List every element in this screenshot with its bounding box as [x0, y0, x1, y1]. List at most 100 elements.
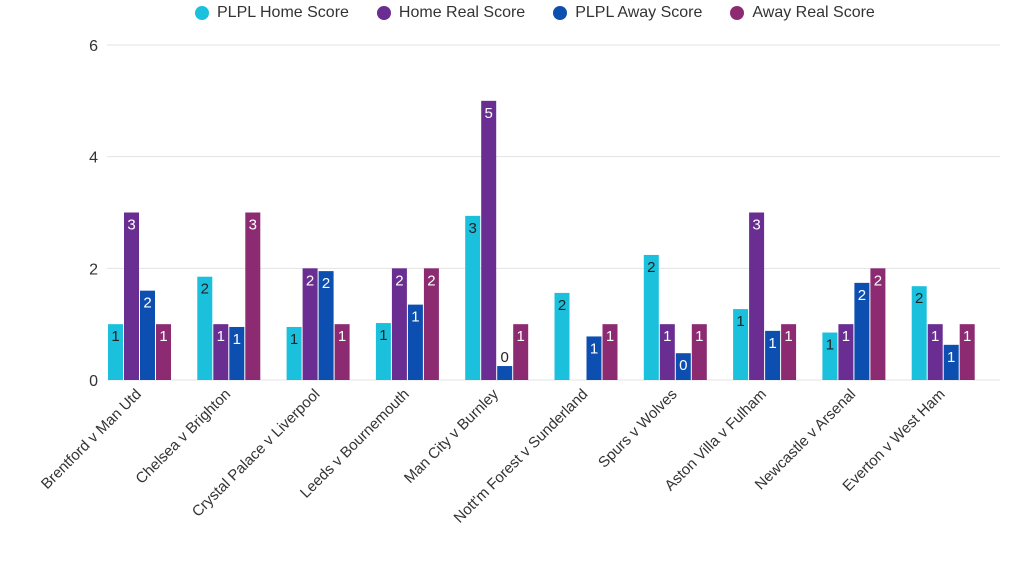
- legend-label: Home Real Score: [398, 4, 526, 21]
- bar: [602, 324, 618, 380]
- bar: [643, 254, 659, 380]
- x-tick-label: Brentford v Man Utd: [38, 386, 145, 493]
- bar: [781, 324, 797, 380]
- bar: [391, 268, 407, 380]
- data-label: 0: [679, 357, 687, 374]
- data-label: 1: [606, 328, 614, 345]
- data-label: 1: [111, 328, 119, 345]
- bar: [140, 290, 155, 380]
- bar: [870, 268, 886, 380]
- data-label: 1: [784, 328, 792, 345]
- bar: [586, 336, 602, 380]
- y-tick-label: 0: [89, 373, 98, 390]
- legend: PLPL Home Score Home Real Score PLPL Away …: [195, 4, 875, 22]
- bar: [513, 324, 529, 380]
- bar: [659, 324, 675, 380]
- data-label: 1: [233, 331, 241, 348]
- bar: [245, 212, 261, 380]
- bar: [822, 332, 838, 380]
- legend-item[interactable]: PLPL Away Score: [553, 4, 702, 22]
- data-label: 1: [411, 309, 419, 326]
- bar: [765, 330, 781, 380]
- legend-item[interactable]: Away Real Score: [730, 4, 875, 22]
- legend-item[interactable]: PLPL Home Score: [195, 4, 349, 22]
- bar: [375, 323, 391, 380]
- data-label: 1: [159, 328, 167, 345]
- data-label: 1: [379, 327, 387, 344]
- bar: [302, 268, 318, 380]
- legend-label: Away Real Score: [752, 4, 875, 21]
- data-label: 5: [485, 105, 493, 122]
- data-label: 2: [427, 272, 435, 289]
- data-label: 1: [290, 331, 298, 348]
- data-label: 1: [217, 328, 225, 345]
- bar: [481, 100, 497, 380]
- bar: [197, 276, 213, 380]
- y-tick-label: 4: [89, 150, 98, 167]
- bar: [691, 324, 707, 380]
- legend-item[interactable]: Home Real Score: [376, 4, 526, 22]
- legend-swatch: [195, 6, 209, 20]
- bar: [554, 292, 570, 380]
- legend-label: PLPL Home Score: [217, 4, 349, 21]
- data-label: 2: [874, 272, 882, 289]
- data-label: 1: [590, 340, 598, 357]
- x-tick-label: Chelsea v Brighton: [132, 386, 234, 488]
- bar: [838, 324, 854, 380]
- data-label: 1: [842, 328, 850, 345]
- bar: [156, 324, 171, 380]
- data-label: 1: [663, 328, 671, 345]
- bar: [497, 366, 513, 380]
- bar: [733, 309, 749, 380]
- legend-swatch: [730, 6, 745, 20]
- bar: [465, 215, 481, 380]
- bar: [749, 212, 765, 380]
- y-tick-label: 2: [89, 261, 98, 278]
- y-tick-label: 6: [89, 38, 98, 55]
- data-label: 1: [695, 328, 703, 345]
- data-label: 2: [647, 259, 655, 276]
- bar: [213, 324, 229, 380]
- data-label: 2: [558, 297, 566, 314]
- data-label: 0: [501, 349, 509, 366]
- x-tick-label: Spurs v Wolves: [595, 386, 681, 472]
- data-label: 3: [127, 217, 135, 234]
- bar: [943, 344, 959, 380]
- bar: [854, 282, 870, 380]
- data-label: 2: [306, 272, 314, 289]
- data-label: 1: [517, 328, 525, 345]
- data-label: 2: [322, 275, 330, 292]
- data-label: 1: [338, 328, 346, 345]
- bar: [286, 326, 302, 380]
- data-label: 1: [826, 337, 834, 354]
- x-tick-label: Everton v West Ham: [839, 386, 948, 495]
- legend-swatch: [553, 6, 568, 20]
- data-label: 3: [752, 217, 760, 234]
- data-label: 2: [143, 295, 151, 312]
- x-tick-label: Newcastle v Arsenal: [752, 386, 860, 494]
- data-label: 1: [736, 313, 744, 330]
- data-label: 3: [469, 220, 477, 237]
- bar: [927, 324, 943, 380]
- bar: [334, 324, 350, 380]
- data-label: 1: [963, 328, 971, 345]
- data-label: 2: [395, 272, 403, 289]
- data-label: 2: [201, 281, 209, 298]
- data-label: 3: [249, 217, 257, 234]
- x-tick-label: Man City v Burnley: [401, 385, 502, 486]
- data-label: 1: [768, 335, 776, 352]
- data-label: 2: [915, 290, 923, 307]
- bar: [675, 353, 691, 380]
- bar: [959, 324, 975, 380]
- bar: [229, 326, 245, 380]
- bar: [423, 268, 439, 380]
- bar: [124, 212, 139, 380]
- data-label: 1: [947, 349, 955, 366]
- legend-label: PLPL Away Score: [575, 4, 703, 21]
- data-label: 1: [931, 328, 939, 345]
- bar: [108, 324, 123, 380]
- data-label: 2: [858, 287, 866, 304]
- bar: [407, 304, 423, 380]
- bar: [911, 286, 927, 380]
